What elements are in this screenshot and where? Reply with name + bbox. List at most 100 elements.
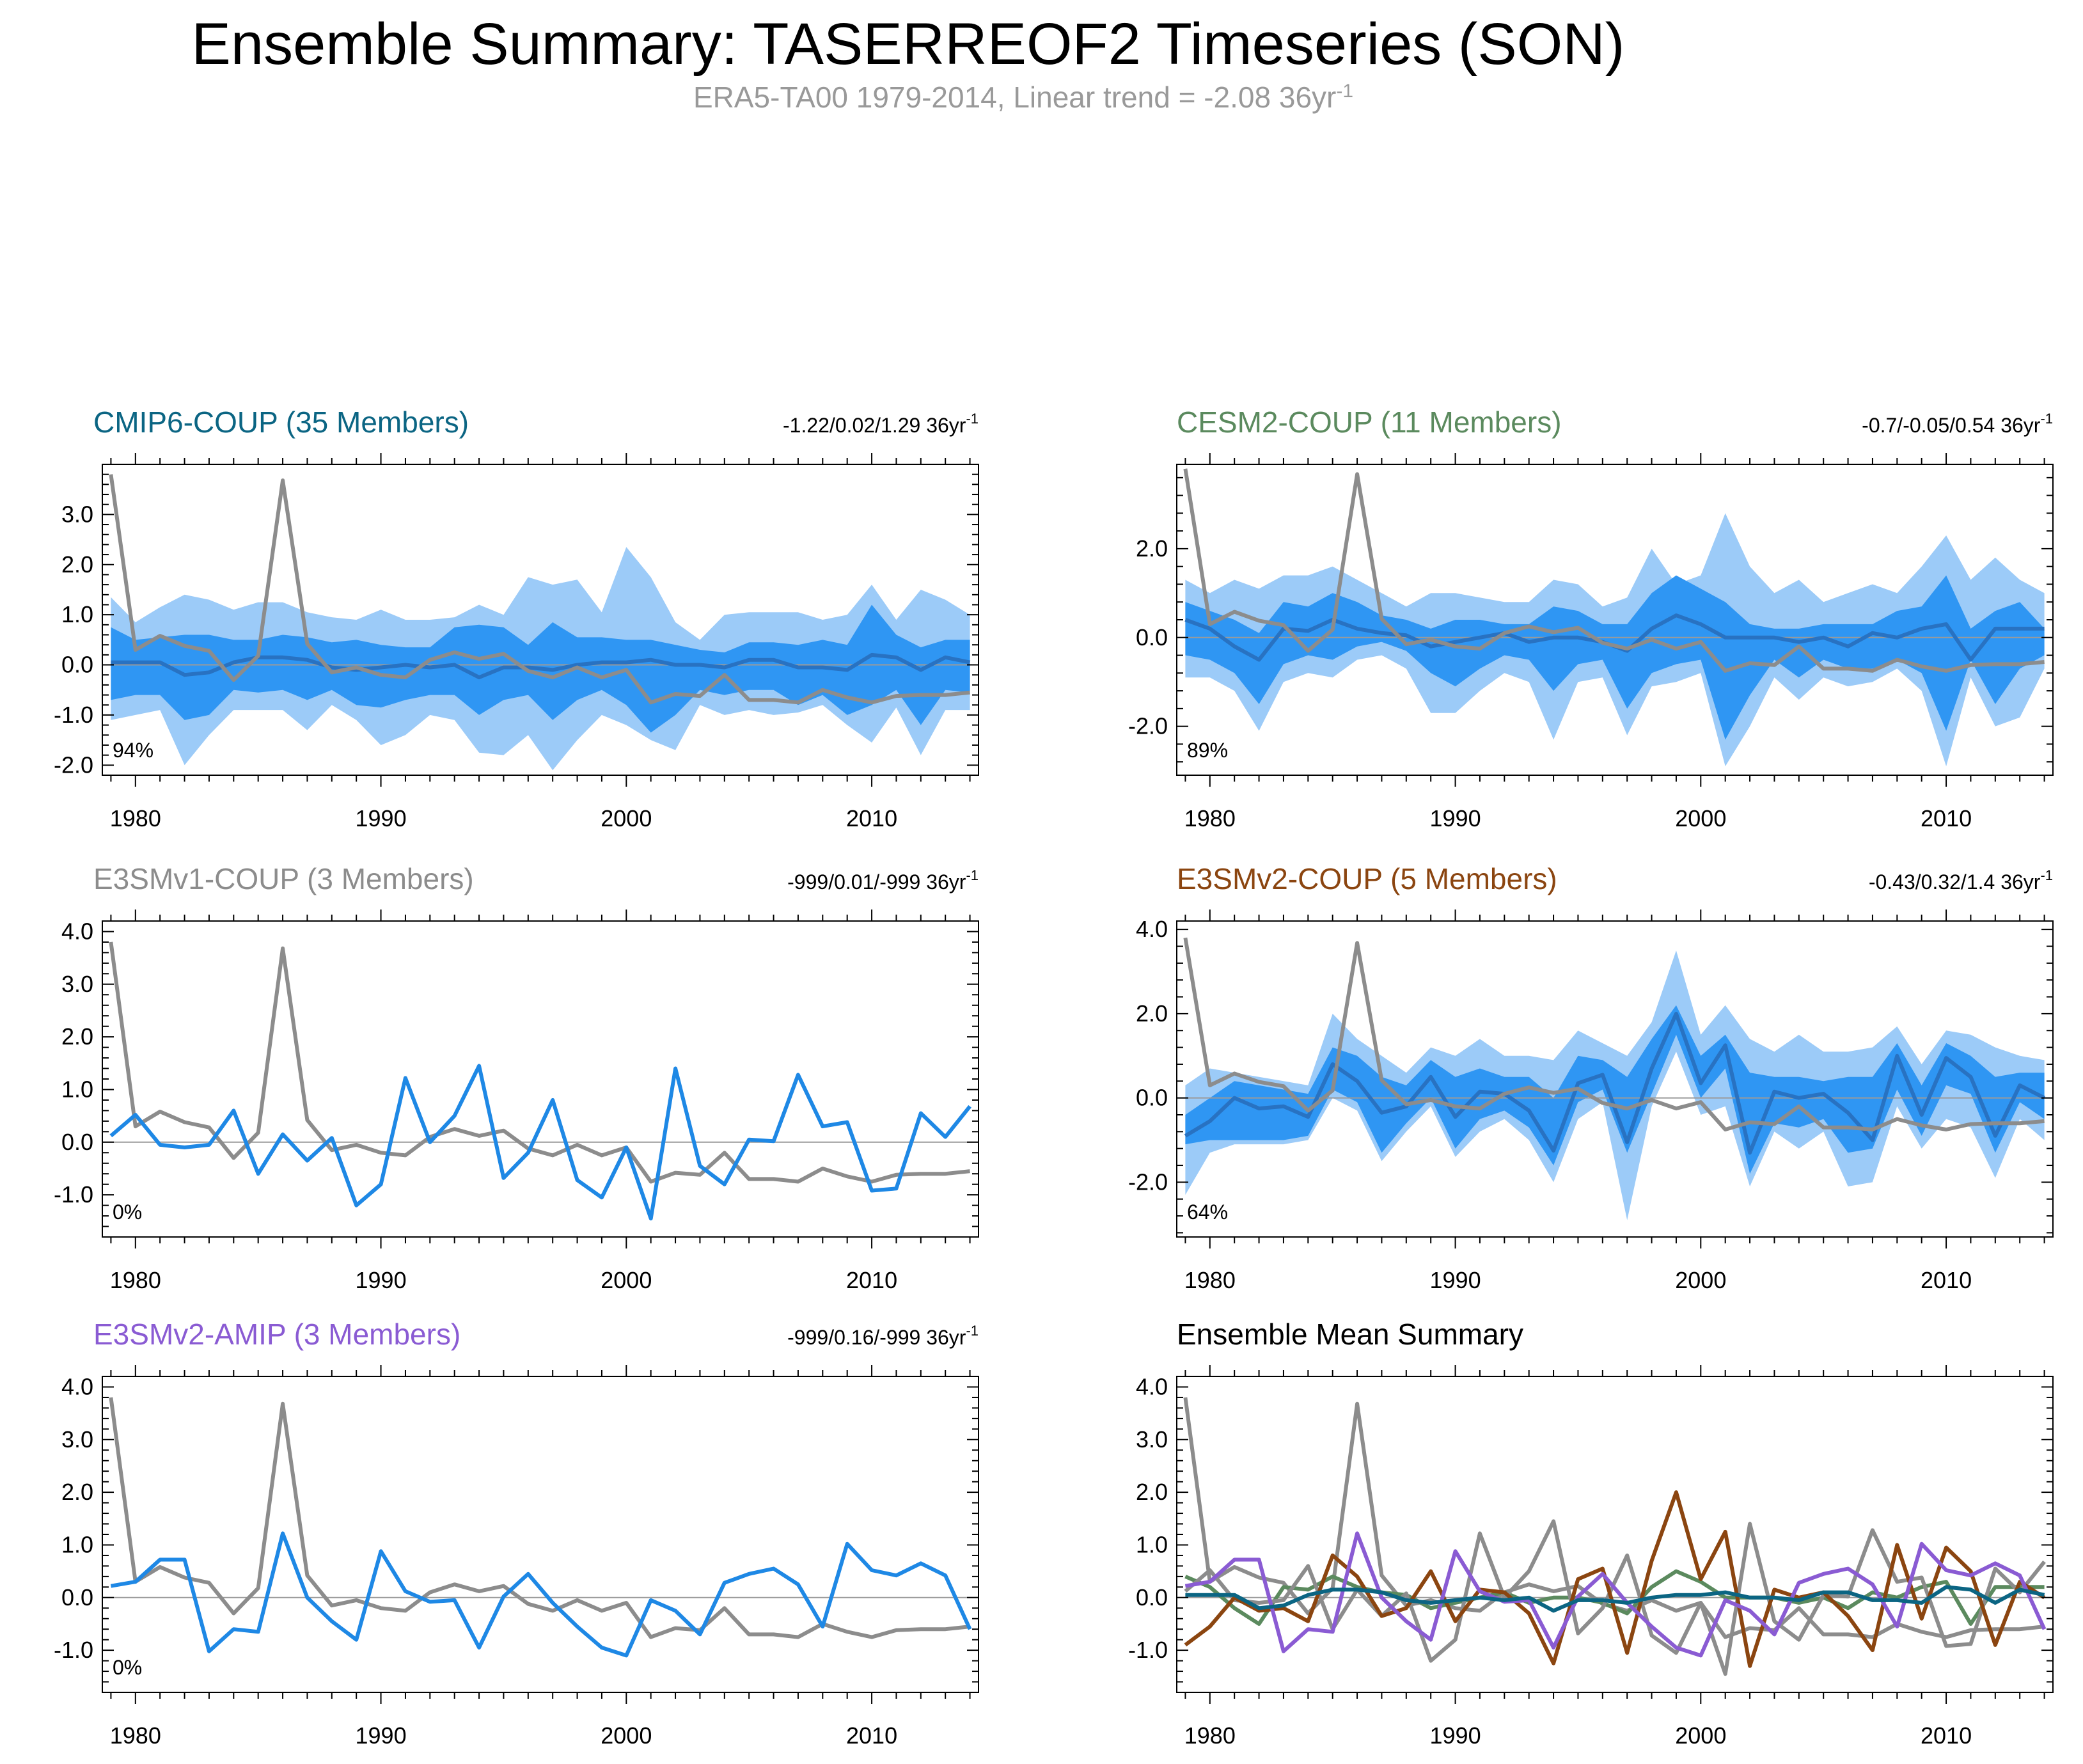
plot-area-cmip6 [102,474,979,771]
y-tick-label: 0.0 [1136,624,1168,650]
panel-cmip6: -2.0 -1.0 0.0 1.0 2.0 3.0 1980 1990 2000 2010 CMIP… [54,406,979,831]
frame-cmip6 [102,464,979,776]
x-tick-label: 2010 [1921,1267,1972,1293]
x-tick-label: 1990 [1430,805,1481,831]
x-tick-label: 2000 [601,805,652,831]
y-tick-label: 0.0 [61,1584,93,1610]
panel-e3smv1: -1.0 0.0 1.0 2.0 3.0 4.0 1980 1990 2000 2010 E3SMv… [54,862,979,1293]
obs-line-amip [109,1397,970,1639]
y-tick-label: -1.0 [54,1637,93,1663]
y-tick-label: 1.0 [61,601,93,627]
mean-line-amip-summary [1184,1531,2047,1658]
y-tick-label: 2.0 [61,1479,93,1505]
x-tick-label: 2010 [846,1722,897,1749]
y-tick-label: -2.0 [1128,713,1168,739]
y-tick-label: -2.0 [1128,1169,1168,1195]
panel-stats-e3smv1: -999/0.01/-999 36yr-1 [787,867,979,894]
plot-area-summary [1177,1397,2053,1676]
y-tick-label: 2.0 [61,1023,93,1050]
y-tick-label: -2.0 [54,752,93,778]
x-tick-label: 1990 [356,1722,407,1749]
y-tick-label: -1.0 [1128,1637,1168,1663]
y-tick-label: 2.0 [61,551,93,578]
y-tick-label: 0.0 [61,1129,93,1155]
panel-cesm2: -2.0 0.0 2.0 1980 1990 2000 2010 CESM2-COUP (11… [1128,406,2054,831]
y-tick-label: 3.0 [1136,1426,1168,1453]
y-tick-label: 4.0 [1136,916,1168,942]
panel-percent-cesm2: 89% [1187,739,1228,762]
x-tick-label: 2000 [1675,805,1726,831]
mean-line-e3smv1-summary [1184,1519,2046,1676]
obs-line-e3smv2 [1183,937,2045,1131]
y-tick-label: -1.0 [54,1181,93,1208]
panel-e3smv2: -2.0 0.0 2.0 4.0 1980 1990 2000 2010 E3SMv2-COUP… [1128,862,2054,1293]
y-tick-label: 4.0 [61,918,93,944]
x-tick-label: 1990 [1430,1267,1481,1293]
x-tick-label: 1980 [1184,805,1236,831]
y-tick-label: 2.0 [1136,535,1168,562]
obs-line-e3smv1 [109,941,970,1184]
ensemble-mean-line-e3smv1 [109,1064,971,1221]
panel-title-cmip6: CMIP6-COUP (35 Members) [93,406,469,439]
panel-title-cesm2: CESM2-COUP (11 Members) [1177,406,1562,439]
ensemble-mean-line-e3smv2 [1184,1011,2045,1155]
x-tick-label: 1990 [1430,1722,1481,1749]
figure-subtitle: ERA5-TA00 1979-2014, Linear trend = -2.0… [693,81,1353,114]
y-tick-label: 2.0 [1136,1000,1168,1027]
panel-title-amip: E3SMv2-AMIP (3 Members) [93,1318,460,1351]
y-tick-label: 3.0 [61,971,93,997]
x-tick-label: 1980 [110,1722,161,1749]
x-tick-label: 2010 [846,1267,897,1293]
panel-title-e3smv2: E3SMv2-COUP (5 Members) [1177,862,1557,895]
x-tick-label: 1980 [110,805,161,831]
x-tick-label: 1980 [110,1267,161,1293]
y-tick-label: 0.0 [1136,1085,1168,1111]
y-tick-label: 1.0 [1136,1531,1168,1557]
plot-area-cesm2 [1177,468,2053,767]
panel-stats-e3smv2: -0.43/0.32/1.4 36yr-1 [1869,867,2053,894]
panel-percent-amip: 0% [113,1656,142,1679]
y-tick-label: 0.0 [61,652,93,678]
x-tick-label: 2010 [1921,805,1972,831]
y-tick-label: 4.0 [61,1373,93,1399]
panel-percent-e3smv1: 0% [113,1201,142,1224]
plot-area-e3smv1 [102,941,979,1221]
y-tick-label: 2.0 [1136,1479,1168,1505]
y-tick-label: 3.0 [61,501,93,527]
frame-e3smv2 [1176,920,2054,1238]
obs-line-cesm2 [1183,468,2045,673]
x-tick-label: 1990 [356,805,407,831]
panels: -2.0 -1.0 0.0 1.0 2.0 3.0 1980 1990 2000 2010 CMIP… [54,406,2054,1749]
x-tick-label: 2010 [1921,1722,1972,1749]
figure-title: Ensemble Summary: TASERREOF2 Timeseries … [192,12,1625,77]
y-tick-label: 4.0 [1136,1373,1168,1399]
x-tick-label: 1980 [1184,1267,1236,1293]
mean-line-e3smv2-summary [1184,1490,2046,1668]
x-tick-label: 2000 [601,1722,652,1749]
plot-area-amip [102,1397,979,1658]
panel-percent-e3smv2: 64% [1187,1201,1228,1224]
subtitle-sup: -1 [1336,81,1353,102]
y-tick-label: 0.0 [1136,1584,1168,1610]
panel-stats-cmip6: -1.22/0.02/1.29 36yr-1 [783,411,979,437]
y-tick-label: 1.0 [61,1531,93,1557]
x-tick-label: 1980 [1184,1722,1236,1749]
band-25-75-e3smv2 [1185,1005,2045,1174]
panel-stats-cesm2: -0.7/-0.05/0.54 36yr-1 [1862,411,2053,437]
panel-percent-cmip6: 94% [113,739,153,762]
panel-title-summary: Ensemble Mean Summary [1177,1318,1523,1351]
x-tick-label: 2000 [1675,1722,1726,1749]
ensemble-mean-line-amip [110,1531,972,1658]
y-tick-label: 1.0 [61,1076,93,1102]
mean-line-cmip6-summary [1185,1585,2045,1613]
band-25-75-cesm2 [1185,575,2045,740]
x-tick-label: 2000 [1675,1267,1726,1293]
x-tick-label: 2000 [601,1267,652,1293]
x-tick-label: 1990 [356,1267,407,1293]
plot-area-e3smv2 [1177,937,2053,1220]
frame-e3smv1 [102,920,979,1238]
panel-title-e3smv1: E3SMv1-COUP (3 Members) [93,862,474,895]
y-tick-label: 3.0 [61,1426,93,1453]
panel-amip: -1.0 0.0 1.0 2.0 3.0 4.0 1980 1990 2000 2010 E3SMv… [54,1318,979,1749]
